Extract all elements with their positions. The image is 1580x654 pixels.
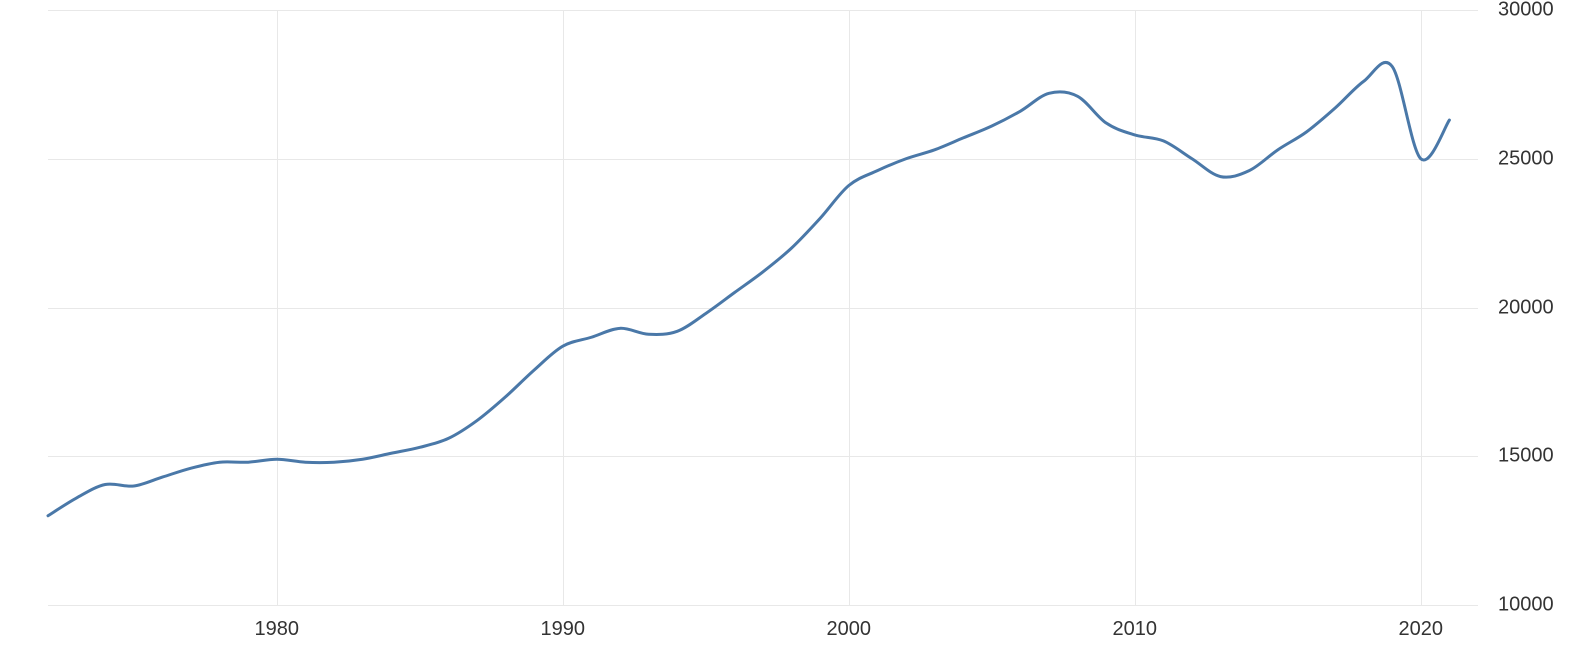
- x-axis-tick-label: 1990: [541, 618, 586, 641]
- x-axis-tick-label: 1980: [255, 618, 300, 641]
- y-axis-tick-label: 20000: [1498, 296, 1554, 319]
- data-line: [48, 62, 1449, 515]
- y-axis-tick-label: 25000: [1498, 147, 1554, 170]
- y-axis-tick-label: 30000: [1498, 0, 1554, 22]
- gridline-horizontal: [48, 605, 1478, 606]
- x-axis-tick-label: 2000: [827, 618, 872, 641]
- line-chart: 10000 15000 20000 25000 30000 1980 1990 2000 201…: [0, 0, 1580, 654]
- y-axis-tick-label: 10000: [1498, 594, 1554, 617]
- line-series-svg: [48, 10, 1478, 605]
- y-axis-tick-label: 15000: [1498, 445, 1554, 468]
- x-axis-tick-label: 2020: [1399, 618, 1444, 641]
- plot-area: [48, 10, 1478, 605]
- x-axis-tick-label: 2010: [1113, 618, 1158, 641]
